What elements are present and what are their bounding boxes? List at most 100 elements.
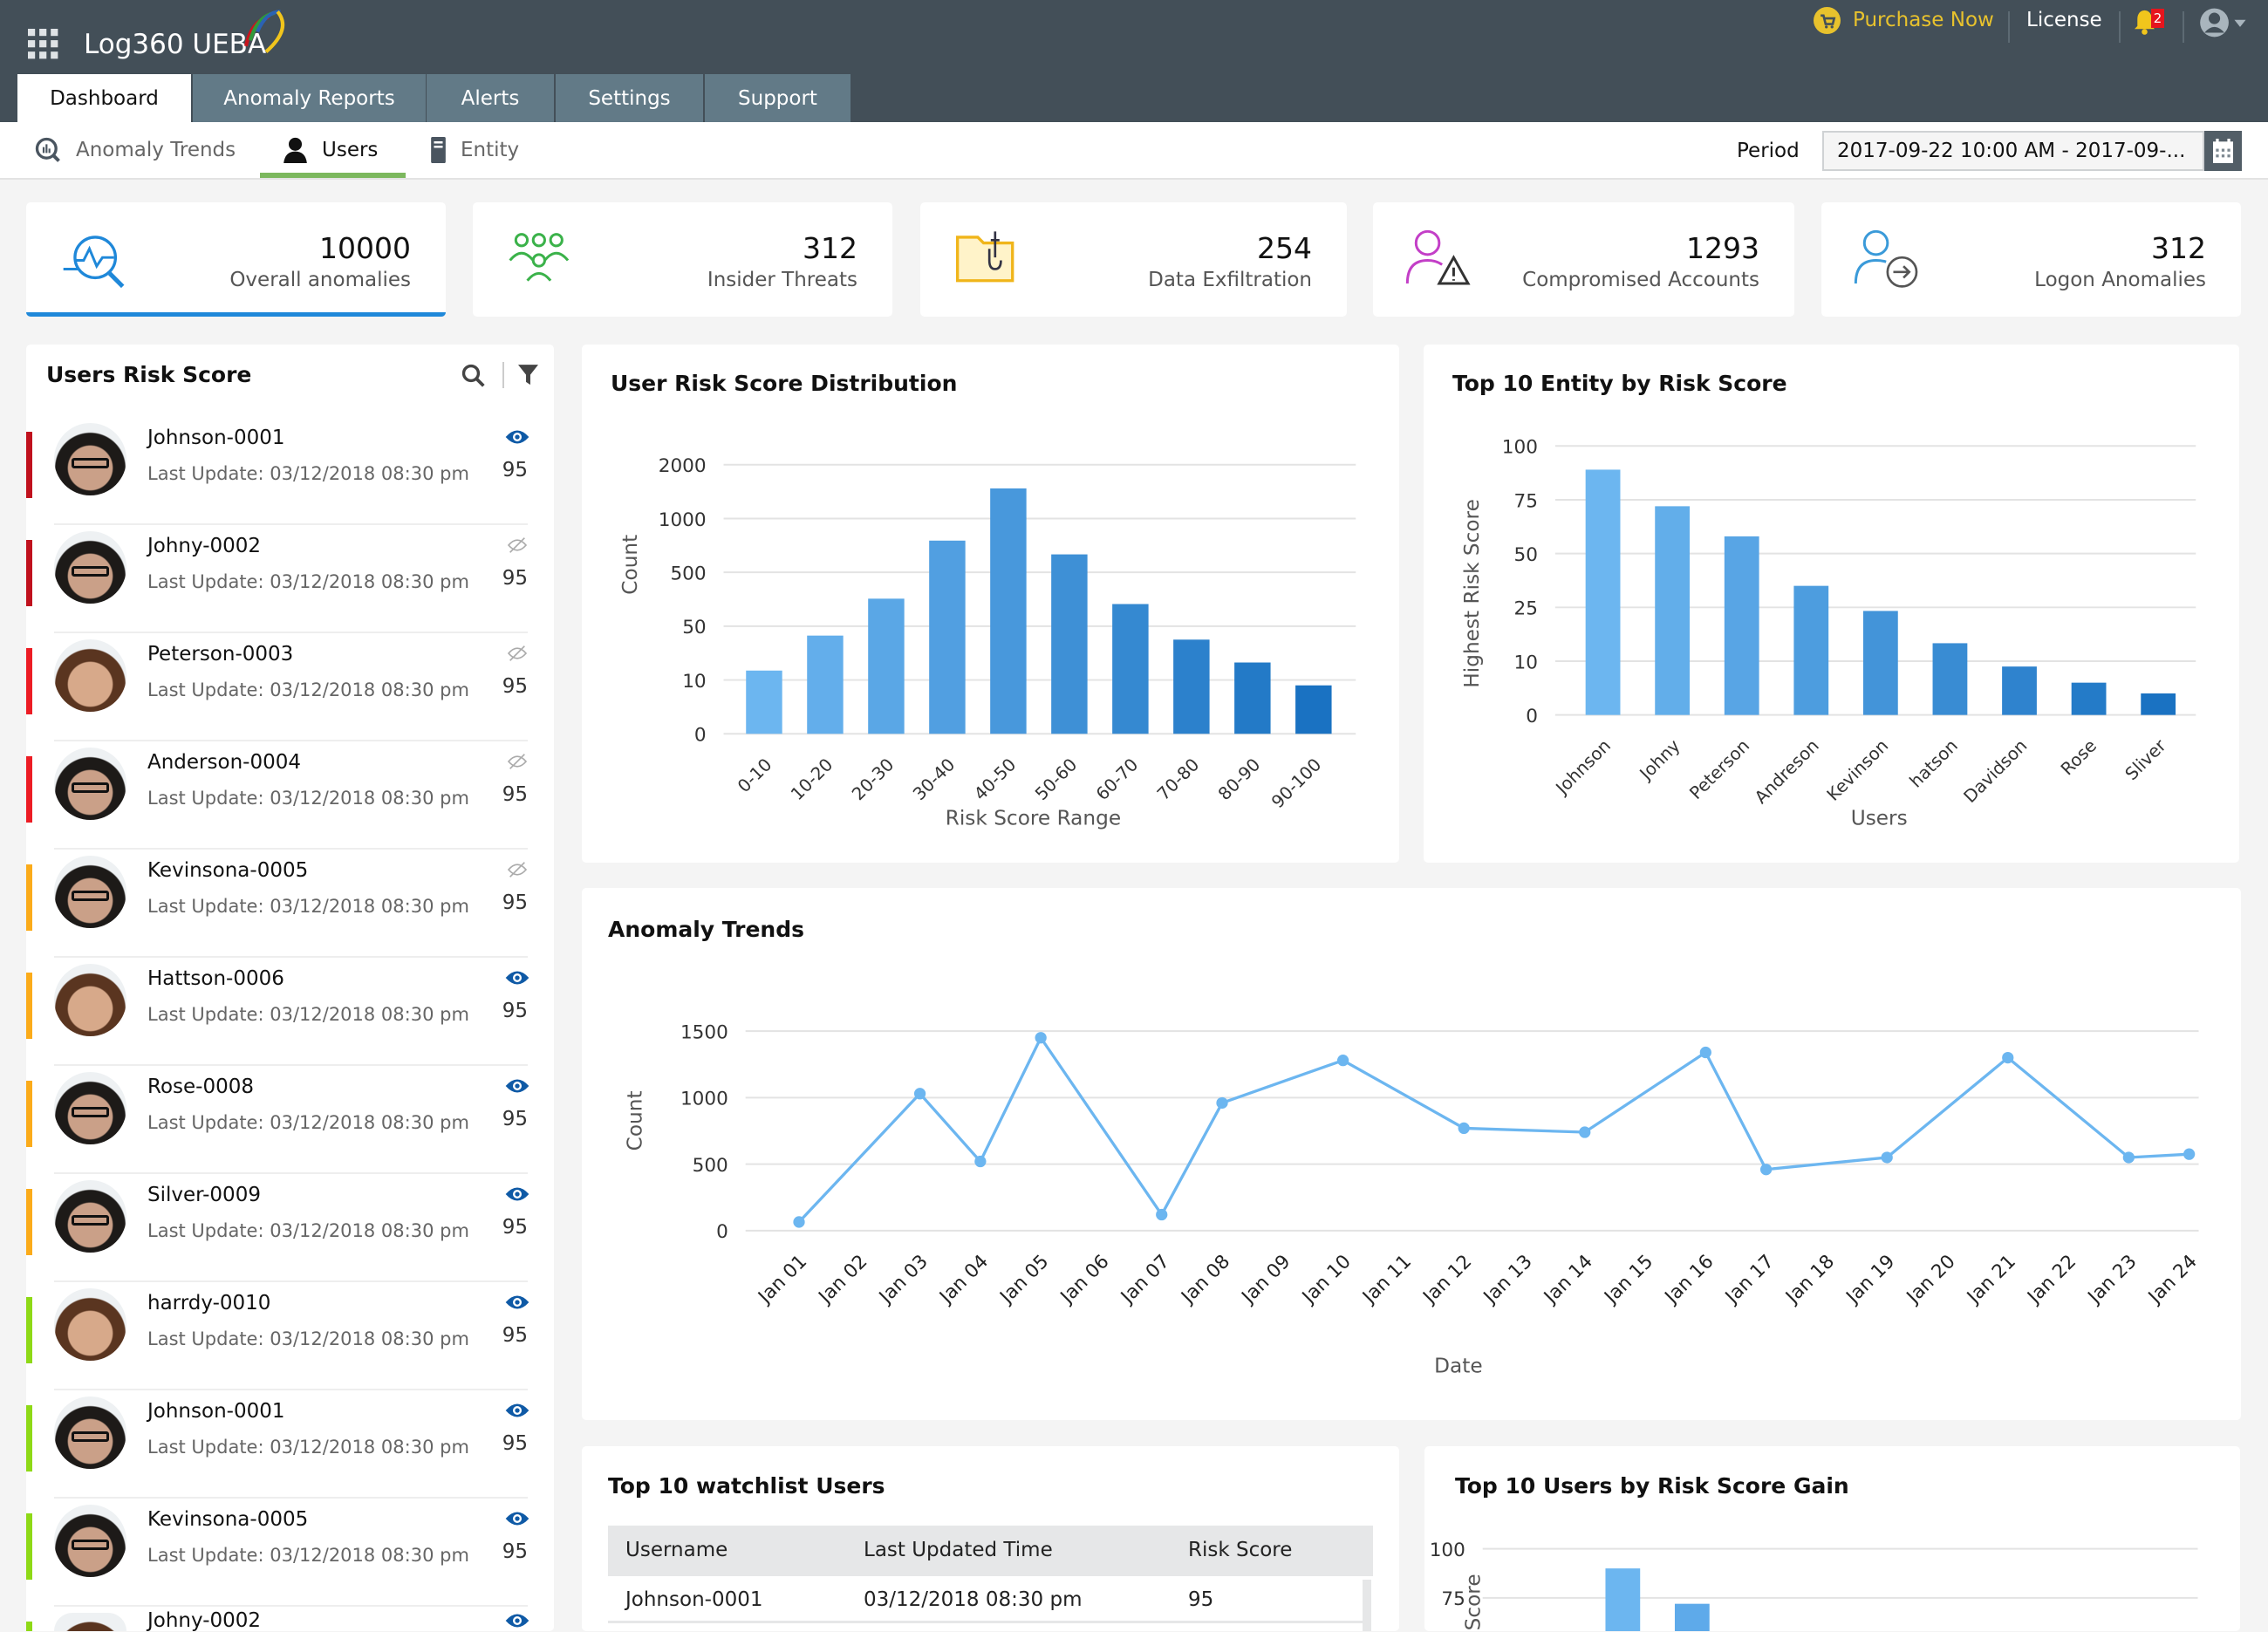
y-tick-label: 50 xyxy=(682,617,706,638)
tab-alerts[interactable]: Alerts xyxy=(427,74,554,122)
risk-score: 95 xyxy=(502,675,528,698)
kpi-card-overall-anomalies[interactable]: 10000 Overall anomalies xyxy=(26,202,446,317)
user-list-item[interactable]: Rose-0008 Last Update: 03/12/2018 08:30 p… xyxy=(26,1066,554,1174)
data-point xyxy=(2183,1148,2196,1160)
y-axis-label: Count xyxy=(623,1090,646,1151)
eye-icon[interactable] xyxy=(504,969,530,987)
glasses xyxy=(72,891,109,901)
user-list-item[interactable]: Silver-0009 Last Update: 03/12/2018 08:30… xyxy=(26,1174,554,1282)
eye-icon[interactable] xyxy=(504,428,530,446)
user-list-item[interactable]: harrdy-0010 Last Update: 03/12/2018 08:30… xyxy=(26,1282,554,1390)
cart-icon[interactable] xyxy=(1814,7,1841,34)
column-username[interactable]: Username xyxy=(625,1539,728,1561)
user-list-item[interactable]: Peterson-0003 Last Update: 03/12/2018 08:… xyxy=(26,633,554,741)
bar xyxy=(1932,643,1968,715)
data-point xyxy=(913,1088,926,1100)
eye-slash-icon[interactable] xyxy=(504,536,530,554)
avatar xyxy=(54,1180,126,1253)
kpi-value: 312 xyxy=(803,231,857,265)
tab-anomaly-reports[interactable]: Anomaly Reports xyxy=(193,74,426,122)
eye-icon[interactable] xyxy=(504,1294,530,1311)
risk-score: 95 xyxy=(502,1216,528,1239)
kpi-value: 254 xyxy=(1257,231,1312,265)
subnav-anomaly-trends[interactable]: Anomaly Trends xyxy=(35,122,236,178)
avatar xyxy=(54,1396,126,1469)
tab-support[interactable]: Support xyxy=(705,74,850,122)
kpi-card-compromised-accounts[interactable]: 1293 Compromised Accounts xyxy=(1373,202,1794,317)
avatar xyxy=(54,531,126,604)
last-update: Last Update: 03/12/2018 08:30 pm xyxy=(147,571,469,592)
user-list-item[interactable]: Hattson-0006 Last Update: 03/12/2018 08:3… xyxy=(26,958,554,1066)
license-link[interactable]: License xyxy=(2026,9,2102,31)
risk-level-bar xyxy=(26,1081,32,1147)
x-tick-label: 80-90 xyxy=(1214,755,1264,804)
filter-icon[interactable] xyxy=(518,365,538,386)
x-tick-label: Davidson xyxy=(1960,735,2032,807)
data-point xyxy=(1035,1032,1047,1044)
user-list-item[interactable]: Johnson-0001 Last Update: 03/12/2018 08:3… xyxy=(26,1390,554,1499)
eye-icon[interactable] xyxy=(504,1612,530,1629)
data-point xyxy=(1156,1208,1168,1221)
user-avatar-icon[interactable] xyxy=(2200,7,2249,38)
kpi-card-data-exfiltration[interactable]: 254 Data Exfiltration xyxy=(920,202,1347,317)
y-tick-label: 1000 xyxy=(659,509,707,531)
user-list-item[interactable]: Kevinsona-0005 Last Update: 03/12/2018 08… xyxy=(26,1499,554,1607)
user-list-item[interactable]: Johny-0002 Last Update: 03/12/2018 08:30 … xyxy=(26,525,554,633)
x-tick-label: Jan 18 xyxy=(1780,1251,1839,1309)
scrollbar[interactable] xyxy=(1363,1580,1371,1631)
subnav-users[interactable]: Users xyxy=(284,122,378,178)
user-list-item[interactable]: Johnson-0001 Last Update: 03/12/2018 08:3… xyxy=(26,417,554,525)
tab-settings[interactable]: Settings xyxy=(556,74,703,122)
eye-icon[interactable] xyxy=(504,1077,530,1095)
period-field[interactable]: 2017-09-22 10:00 AM - 2017-09-... xyxy=(1822,131,2204,171)
column-last-updated[interactable]: Last Updated Time xyxy=(864,1539,1053,1561)
bar xyxy=(1793,585,1829,715)
logo-arc-icon xyxy=(243,10,285,53)
user-list-item[interactable]: Anderson-0004 Last Update: 03/12/2018 08:… xyxy=(26,741,554,850)
eye-icon[interactable] xyxy=(504,1510,530,1527)
risk-score: 95 xyxy=(502,459,528,481)
risk-level-bar xyxy=(26,973,32,1039)
x-tick-label: Jan 19 xyxy=(1841,1251,1900,1309)
risk-score: 95 xyxy=(502,567,528,590)
tab-dashboard[interactable]: Dashboard xyxy=(17,74,191,122)
glasses xyxy=(72,1107,109,1117)
x-tick-label: 60-70 xyxy=(1092,755,1142,804)
apps-grid-icon[interactable] xyxy=(28,29,59,60)
search-icon[interactable] xyxy=(461,364,485,387)
eye-slash-icon[interactable] xyxy=(504,645,530,662)
entity-card: Top 10 Entity by Risk Score 0 10 25 50 75 100… xyxy=(1424,345,2239,863)
x-tick-label: Jan 02 xyxy=(814,1251,872,1309)
user-icon xyxy=(284,137,307,163)
group-icon xyxy=(509,233,570,282)
header: Log360 UEBA Purchase Now License 2 Dashb… xyxy=(0,0,2268,122)
eye-slash-icon[interactable] xyxy=(504,753,530,770)
subnav-label: Anomaly Trends xyxy=(76,139,236,161)
x-tick-label: 30-40 xyxy=(909,755,959,804)
user-name: Peterson-0003 xyxy=(147,643,294,666)
bell-icon[interactable] xyxy=(2135,9,2155,35)
calendar-button[interactable] xyxy=(2204,131,2242,171)
data-point xyxy=(1881,1151,1893,1164)
glasses xyxy=(72,458,109,468)
purchase-now-link[interactable]: Purchase Now xyxy=(1853,9,1994,31)
eye-slash-icon[interactable] xyxy=(504,861,530,878)
eye-icon[interactable] xyxy=(504,1402,530,1419)
column-risk-score[interactable]: Risk Score xyxy=(1188,1539,1293,1561)
user-name: Johny-0002 xyxy=(147,1609,262,1632)
subnav-entity[interactable]: Entity xyxy=(431,122,519,178)
x-tick-label: Jan 24 xyxy=(2143,1251,2202,1309)
kpi-card-insider-threats[interactable]: 312 Insider Threats xyxy=(473,202,892,317)
x-tick-label: 70-80 xyxy=(1153,755,1203,804)
last-update: Last Update: 03/12/2018 08:30 pm xyxy=(147,1437,469,1458)
x-tick-label: Jan 01 xyxy=(753,1251,811,1309)
divider xyxy=(54,848,528,850)
divider xyxy=(54,1172,528,1174)
user-list-item[interactable]: Johny-0002 xyxy=(26,1607,554,1631)
eye-icon[interactable] xyxy=(504,1185,530,1203)
x-tick-label: Jan 09 xyxy=(1237,1251,1295,1309)
kpi-card-logon-anomalies[interactable]: 312 Logon Anomalies xyxy=(1821,202,2241,317)
risk-score: 95 xyxy=(502,783,528,806)
table-row[interactable]: Johnson-0001 03/12/2018 08:30 pm 95 xyxy=(608,1580,1363,1623)
user-list-item[interactable]: Kevinsona-0005 Last Update: 03/12/2018 08… xyxy=(26,850,554,958)
